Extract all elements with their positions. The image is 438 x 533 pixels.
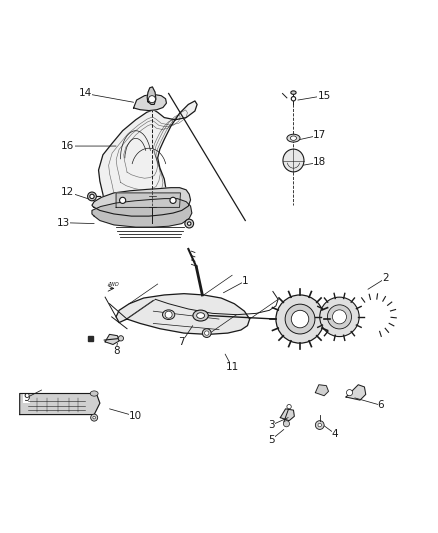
Ellipse shape — [162, 310, 175, 319]
Circle shape — [148, 96, 155, 103]
Text: 9: 9 — [23, 390, 42, 403]
Text: 17: 17 — [300, 130, 326, 140]
Circle shape — [185, 219, 194, 228]
Ellipse shape — [193, 310, 208, 321]
Ellipse shape — [285, 304, 315, 334]
Text: 4: 4 — [322, 424, 339, 439]
Text: 6: 6 — [355, 398, 385, 410]
Text: 7: 7 — [178, 326, 193, 348]
Text: 12: 12 — [61, 187, 94, 201]
Circle shape — [118, 336, 124, 341]
Circle shape — [202, 329, 211, 337]
Circle shape — [283, 421, 290, 427]
Polygon shape — [92, 199, 192, 227]
Circle shape — [287, 405, 291, 409]
Text: 5: 5 — [268, 430, 284, 445]
Text: 2: 2 — [368, 273, 389, 289]
Polygon shape — [20, 393, 100, 415]
Ellipse shape — [290, 136, 297, 140]
Circle shape — [291, 96, 296, 101]
Circle shape — [315, 421, 324, 430]
Polygon shape — [116, 294, 250, 334]
Circle shape — [120, 197, 126, 204]
Polygon shape — [315, 385, 328, 395]
Polygon shape — [134, 94, 166, 110]
Circle shape — [205, 331, 209, 335]
Polygon shape — [280, 409, 294, 421]
Text: 18: 18 — [300, 157, 326, 167]
Text: 13: 13 — [57, 217, 94, 228]
Ellipse shape — [291, 91, 296, 94]
Text: 1: 1 — [223, 276, 249, 293]
Text: 3: 3 — [268, 418, 288, 430]
Polygon shape — [105, 334, 119, 344]
Circle shape — [165, 311, 172, 318]
Ellipse shape — [197, 313, 205, 318]
Circle shape — [170, 197, 176, 204]
Polygon shape — [147, 87, 156, 104]
Text: 11: 11 — [225, 354, 239, 372]
Circle shape — [187, 222, 191, 225]
Text: 10: 10 — [110, 409, 142, 421]
Ellipse shape — [276, 295, 324, 343]
Ellipse shape — [287, 134, 300, 142]
Text: 15: 15 — [298, 91, 331, 101]
Circle shape — [88, 192, 96, 201]
Polygon shape — [116, 193, 180, 207]
Text: 8: 8 — [113, 343, 120, 356]
Text: 14: 14 — [79, 88, 134, 102]
Circle shape — [318, 423, 321, 427]
Circle shape — [91, 414, 98, 421]
Polygon shape — [88, 336, 93, 341]
Circle shape — [93, 416, 95, 419]
Text: 11: 11 — [315, 304, 331, 318]
Text: 16: 16 — [61, 141, 116, 151]
Polygon shape — [92, 188, 191, 216]
Circle shape — [332, 310, 346, 324]
Polygon shape — [99, 101, 197, 217]
Circle shape — [346, 390, 353, 395]
Ellipse shape — [320, 297, 359, 336]
Ellipse shape — [327, 305, 351, 329]
Circle shape — [90, 194, 94, 199]
Ellipse shape — [90, 391, 98, 396]
Polygon shape — [346, 385, 366, 400]
Circle shape — [291, 310, 309, 328]
Ellipse shape — [283, 149, 304, 172]
Text: 4WD: 4WD — [108, 282, 120, 287]
